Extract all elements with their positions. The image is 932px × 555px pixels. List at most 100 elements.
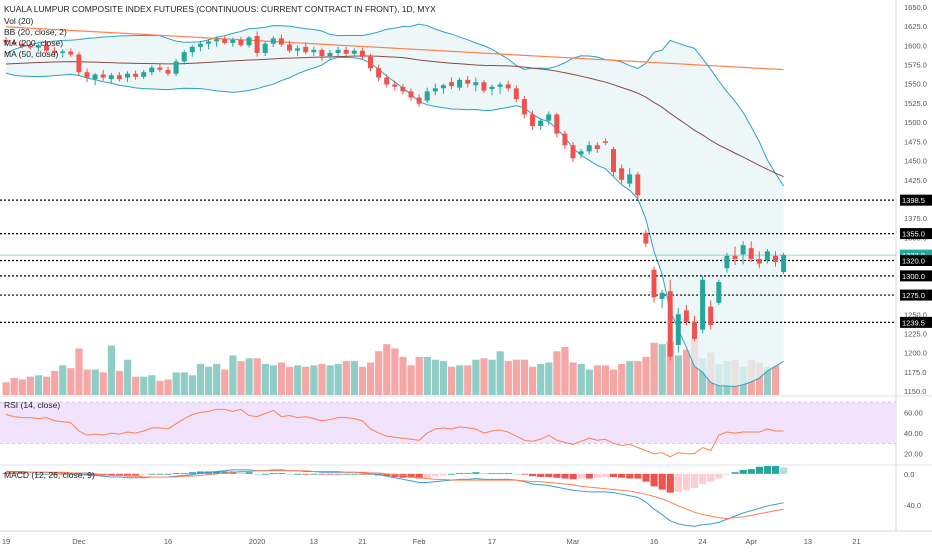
candle[interactable] <box>659 289 665 309</box>
candle[interactable] <box>764 248 770 264</box>
candle[interactable] <box>141 69 147 80</box>
candle[interactable] <box>230 37 236 47</box>
candle[interactable] <box>692 315 697 342</box>
candle[interactable] <box>392 80 398 91</box>
rsi-pane[interactable] <box>0 401 896 458</box>
candle[interactable] <box>384 74 390 88</box>
candle[interactable] <box>278 34 284 47</box>
candle[interactable] <box>19 40 25 49</box>
candle[interactable] <box>432 83 438 96</box>
candle[interactable] <box>173 59 179 77</box>
candle[interactable] <box>619 164 625 184</box>
candle[interactable] <box>376 64 382 82</box>
candle[interactable] <box>303 42 309 55</box>
candle[interactable] <box>481 79 487 93</box>
candle[interactable] <box>683 305 689 326</box>
candle[interactable] <box>756 251 762 269</box>
candle[interactable] <box>157 63 163 73</box>
candle[interactable] <box>287 40 292 53</box>
candle[interactable] <box>246 36 252 48</box>
candle[interactable] <box>214 36 220 47</box>
candle[interactable] <box>724 252 730 273</box>
candle[interactable] <box>457 77 463 91</box>
candle[interactable] <box>530 110 535 130</box>
candle[interactable] <box>416 94 422 107</box>
candle[interactable] <box>238 36 244 47</box>
candle[interactable] <box>732 246 738 266</box>
candle[interactable] <box>295 45 301 57</box>
candle[interactable] <box>740 241 746 265</box>
macd-pane[interactable] <box>2 466 788 527</box>
candle[interactable] <box>11 39 17 47</box>
candle[interactable] <box>27 42 33 50</box>
candle[interactable] <box>44 42 49 53</box>
candle[interactable] <box>3 36 9 46</box>
candle[interactable] <box>651 266 657 303</box>
candle[interactable] <box>368 53 373 72</box>
candle[interactable] <box>627 168 633 188</box>
candle[interactable] <box>254 31 260 57</box>
candle[interactable] <box>489 84 495 96</box>
candle[interactable] <box>197 40 203 52</box>
candle[interactable] <box>335 46 341 57</box>
candle[interactable] <box>222 36 228 45</box>
candle[interactable] <box>521 96 527 119</box>
candle[interactable] <box>635 172 641 199</box>
candle[interactable] <box>35 43 41 52</box>
candle[interactable] <box>76 52 82 77</box>
candle[interactable] <box>424 87 430 103</box>
candle[interactable] <box>675 308 681 353</box>
candle[interactable] <box>262 41 268 57</box>
candle[interactable] <box>473 77 479 92</box>
candle[interactable] <box>513 85 519 103</box>
candle[interactable] <box>270 36 276 47</box>
candle[interactable] <box>359 47 365 60</box>
candle[interactable] <box>562 130 568 150</box>
candle[interactable] <box>116 72 122 82</box>
candle[interactable] <box>408 88 414 101</box>
candle[interactable] <box>100 69 106 81</box>
candle[interactable] <box>311 46 317 57</box>
candle[interactable] <box>594 142 600 153</box>
candle[interactable] <box>700 275 706 334</box>
candle[interactable] <box>602 138 608 146</box>
candle[interactable] <box>643 229 649 247</box>
candle[interactable] <box>546 111 552 126</box>
candle[interactable] <box>84 68 90 83</box>
candle[interactable] <box>351 48 357 57</box>
candle[interactable] <box>343 46 349 57</box>
candle[interactable] <box>400 83 406 95</box>
candle[interactable] <box>748 241 754 263</box>
candle[interactable] <box>716 279 722 306</box>
price-pane[interactable] <box>0 23 896 395</box>
candle[interactable] <box>327 49 333 60</box>
candle[interactable] <box>505 80 511 92</box>
candle[interactable] <box>52 46 58 57</box>
candle[interactable] <box>497 82 503 94</box>
candle[interactable] <box>125 71 130 83</box>
candle[interactable] <box>149 65 155 76</box>
candle[interactable] <box>206 39 211 50</box>
candle[interactable] <box>773 251 778 267</box>
candle[interactable] <box>165 66 171 77</box>
candle[interactable] <box>108 72 114 83</box>
candle[interactable] <box>538 118 544 130</box>
candle[interactable] <box>449 77 454 90</box>
candle[interactable] <box>319 47 325 61</box>
candle[interactable] <box>611 146 616 176</box>
candle[interactable] <box>181 49 187 65</box>
candle[interactable] <box>440 83 446 94</box>
candle[interactable] <box>133 70 139 80</box>
candle[interactable] <box>708 300 714 330</box>
candle[interactable] <box>92 72 98 86</box>
candle-series[interactable] <box>3 31 787 361</box>
candle[interactable] <box>667 279 673 361</box>
candle[interactable] <box>60 49 66 58</box>
candle[interactable] <box>578 149 584 159</box>
candle[interactable] <box>465 76 471 88</box>
candle[interactable] <box>68 48 74 57</box>
candle[interactable] <box>781 252 787 275</box>
candle[interactable] <box>570 142 576 163</box>
